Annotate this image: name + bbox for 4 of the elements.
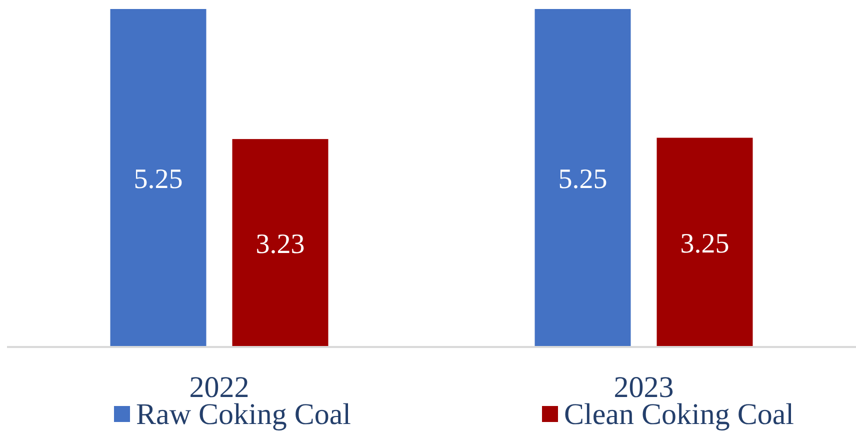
data-label: 3.25 [680,228,730,260]
data-label: 5.25 [558,164,608,195]
data-label: 3.23 [256,229,305,260]
data-label: 5.25 [134,164,183,195]
